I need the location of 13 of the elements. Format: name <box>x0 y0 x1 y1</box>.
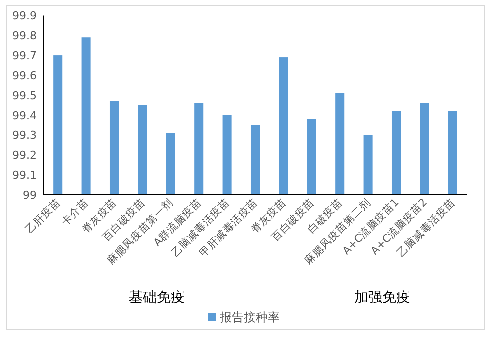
y-tick-label: 99.7 <box>12 50 37 63</box>
text: 加强免疫 <box>354 290 410 306</box>
y-tick-label: 99.4 <box>12 109 37 122</box>
y-tick-label: 99.6 <box>12 69 37 82</box>
y-tick-label: 99.8 <box>12 30 37 43</box>
y-tick-label: 99.1 <box>12 169 37 182</box>
text: 基础免疫 <box>128 290 185 306</box>
y-tick-label: 99.5 <box>12 89 37 102</box>
y-tick-label: 99 <box>23 189 37 202</box>
y-tick-label: 99.9 <box>12 10 37 23</box>
y-tick-label: 99.2 <box>12 149 37 162</box>
legend-label: 报告接种率 <box>219 310 280 324</box>
y-tick-label: 99.3 <box>12 129 37 142</box>
